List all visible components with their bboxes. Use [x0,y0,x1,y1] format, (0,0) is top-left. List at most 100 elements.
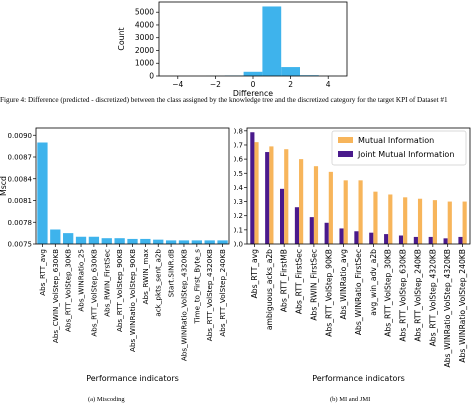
jmi-bar [443,238,448,244]
y-tick-label: 0.0090 [8,132,33,140]
jmi-bar [413,236,418,244]
histogram-bar [281,67,300,76]
jmi-bar [428,236,433,244]
x-tick-label: Abs_RWIN_max [141,248,150,304]
x-tick-label: Abs_RTT_avg [250,249,259,299]
jmi-bar [458,236,463,244]
x-axis-label: Performance indicators [86,374,179,383]
jmi-bar [354,231,359,244]
jmi-bar [294,207,300,244]
y-tick-label: 4000 [135,20,154,29]
legend-swatch [338,137,353,143]
jmi-bar [250,132,255,244]
x-tick-label: Start.SINR.dB [167,249,176,297]
jmi-bar [398,235,404,244]
mi-bar [313,166,319,244]
miscoding-bar [191,240,202,244]
x-tick-label: Abs_WINRatio_VolStep_240KB [458,249,467,363]
miscoding-bar [165,240,177,244]
x-tick-label: Abs_RTT_VolStep_630KB [89,249,98,337]
x-tick-label: Abs_RTT_VolStep_4320KB [428,249,437,346]
miscoding-bar [50,229,61,244]
jmi-bar [324,222,329,244]
jmi-bar [265,152,270,244]
x-tick-label: Time_to_First_Byte_s [192,249,201,325]
mi-bar [388,194,393,244]
miscoding-bar [37,142,48,244]
histogram-bar [243,71,263,76]
x-tick-label: Abs_WINRatio_VolStep_90KB [128,249,137,352]
mi-jmi-chart: Abs_RTT_avg ambiguous_acks_a2b Abs_RTT_Fir… [234,127,471,383]
x-tick-label: Abs_WINRatio_avg [339,249,348,320]
y-tick-label: 0.0075 [8,241,33,249]
jmi-bar [309,217,314,244]
histogram-bar [262,6,282,77]
y-tick-label: 0.0084 [8,175,33,183]
y-tick-label: 5000 [135,8,154,17]
mi-bar [284,149,289,244]
mi-bar [358,180,363,244]
subcaption-a: (a) Miscoding [88,396,125,403]
mi-bar [462,201,467,244]
miscoding-bar [101,238,112,244]
jmi-bar [280,188,285,244]
jmi-bar [369,232,374,244]
x-tick-label: Abs_WINRatio_VolStep_4320KB [179,249,188,361]
mi-bar [432,200,437,244]
mi-bar [373,191,378,244]
mi-bar [299,159,304,244]
miscoding-bar [75,236,87,244]
x-tick-label: Abs_RTT_VolStep_90KB [324,249,333,337]
y-tick-label: 0.7 [234,141,243,149]
mi-bar [254,142,259,244]
y-tick-label: 0.4 [234,184,244,192]
x-tick-label: Abs_RWIN_FirstSec [309,249,318,321]
miscoding-bar [178,240,190,244]
x-tick-label: 2 [288,80,293,89]
x-tick-label: Abs_RTT_VolStep_240KB [413,249,422,342]
mi-bar [417,198,423,244]
x-tick-label: Abs_RTT_FirstMB [280,249,289,312]
x-tick-label: ambiguous_acks_a2b [265,249,274,330]
y-tick-label: 0.2 [234,212,243,220]
x-tick-label: Abs_WINRatio_25 [77,249,86,312]
y-tick-label: 1000 [135,59,154,68]
miscoding-bar [88,236,100,244]
x-axis-label: Difference [233,89,273,96]
miscoding-bar [140,238,151,244]
y-tick-label: 0.0078 [8,219,33,227]
x-tick-label: ack_pkts_sent_a2b [154,249,163,317]
y-tick-label: 2000 [135,46,154,55]
y-tick-label: 0.6 [234,156,244,164]
x-tick-label: Abs_RTT_VolStep_30KB [384,249,393,337]
plot-frame [246,127,471,245]
difference-histogram: −4 −2 0 2 4 0 1000 2000 3000 4000 5000 Difference Co… [117,1,348,96]
miscoding-bar [204,240,215,244]
mi-bar [269,146,274,244]
y-tick-label: 0.8 [234,127,243,135]
miscoding-bar [127,238,138,244]
miscoding-chart: Abs_RTT_avg Abs_CWIN_VolStep_630KB Abs_RTT… [0,127,230,383]
x-tick-label: Abs_CWIN_VolStep_630KB [51,249,60,343]
miscoding-bar [63,233,74,244]
y-tick-label: 0 [149,72,154,81]
x-tick-label: Abs_RTT_VolStep_240KB [218,249,227,337]
x-tick-label: Abs_RTT_VolStep_90KB [115,249,124,332]
legend-box [331,130,467,166]
x-tick-label: 4 [326,80,331,89]
x-tick-label: Abs_RTT_VolStep_4320KB [205,249,214,341]
x-tick-label: Abs_RWIN_FirstSec [102,249,111,317]
legend-label: Joint Mutual Information [357,150,454,159]
mi-bar [447,201,452,244]
figure-caption: Figure 4: Difference (predicted - discre… [0,96,448,104]
x-tick-label: Abs_RTT_FirstSec [295,249,304,314]
x-tick-label: Abs_RTT_VolStep_630KB [399,249,408,342]
y-tick-label: 0.0 [234,241,243,249]
y-tick-label: 3000 [135,33,154,42]
legend-swatch [338,151,353,157]
plot-frame [158,1,348,77]
x-tick-label: Abs_WINRatio_VolStep_4320KB [443,249,452,367]
x-tick-label: Abs_WINRatio_FirstSec [354,249,363,335]
x-tick-label: Abs_RTT_avg [38,249,47,296]
subcaption-b: (b) MI and JMI [330,396,371,403]
